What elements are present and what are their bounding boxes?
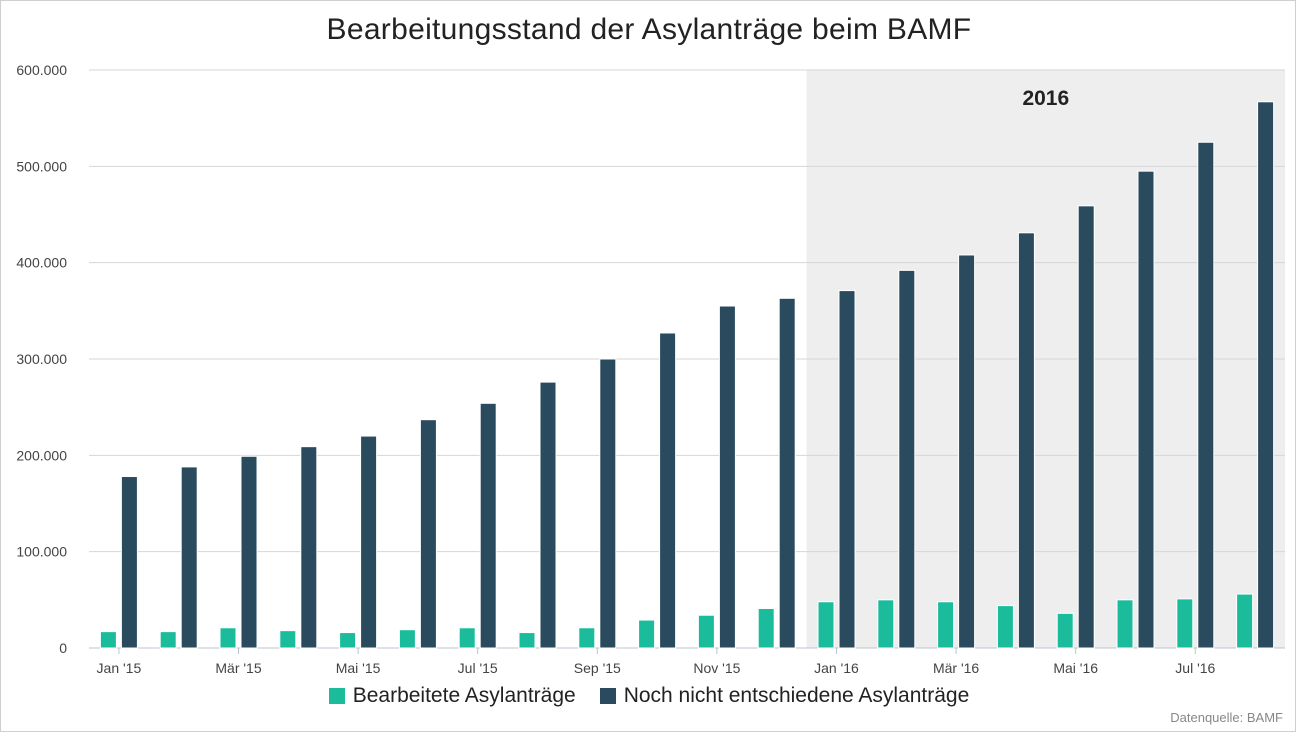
bar-bearbeitet (1116, 599, 1134, 649)
x-tick-label: Mär '16 (933, 660, 979, 676)
bar-bearbeitet (1056, 612, 1074, 649)
bar-bearbeitet (996, 605, 1014, 649)
x-tick-label: Jan '15 (97, 660, 142, 676)
x-tick-label: Sep '15 (574, 660, 621, 676)
x-tick-label: Jan '16 (814, 660, 859, 676)
y-tick-label: 500.000 (16, 158, 67, 174)
bar-offen (120, 476, 138, 649)
x-tick-label: Jul '16 (1175, 660, 1215, 676)
bar-bearbeitet (877, 599, 895, 649)
y-tick-label: 0 (59, 640, 67, 656)
bar-offen (958, 254, 976, 649)
bar-offen (718, 305, 736, 649)
source-note: Datenquelle: BAMF (1170, 710, 1283, 725)
bar-offen (360, 435, 378, 649)
annotation-label-0: 2016 (1022, 87, 1069, 110)
bar-offen (838, 290, 856, 649)
bar-offen (479, 402, 497, 649)
legend-item-offen[interactable]: Noch nicht entschiedene Asylanträge (599, 684, 970, 708)
bar-offen (1017, 232, 1035, 649)
legend-swatch-offen (599, 688, 616, 704)
bar-bearbeitet (638, 619, 656, 649)
bar-bearbeitet (937, 601, 955, 649)
bar-bearbeitet (518, 632, 536, 649)
bar-offen (1197, 141, 1215, 649)
bar-bearbeitet (219, 627, 237, 649)
legend-item-bearbeitet[interactable]: Bearbeitete Asylanträge (328, 684, 576, 708)
y-tick-label: 300.000 (16, 351, 67, 367)
legend-label-offen: Noch nicht entschiedene Asylanträge (623, 684, 970, 707)
bar-bearbeitet (339, 632, 357, 649)
bar-offen (539, 381, 557, 649)
y-tick-label: 200.000 (16, 447, 67, 463)
bar-offen (300, 446, 318, 649)
bar-bearbeitet (458, 627, 476, 649)
bar-offen (659, 332, 677, 649)
bar-offen (1137, 170, 1155, 649)
y-tick-label: 600.000 (16, 62, 67, 78)
bar-bearbeitet (398, 629, 416, 649)
bar-bearbeitet (757, 608, 775, 649)
bar-bearbeitet (697, 614, 715, 649)
x-tick-label: Jul '15 (458, 660, 498, 676)
bar-bearbeitet (99, 631, 117, 649)
bar-bearbeitet (578, 627, 596, 649)
chart-title: Bearbeitungsstand der Asylanträge beim B… (326, 13, 972, 46)
legend-label-bearbeitet: Bearbeitete Asylanträge (352, 684, 576, 707)
bar-bearbeitet (1176, 598, 1194, 649)
bar-bearbeitet (159, 631, 177, 649)
bar-offen (898, 269, 916, 649)
bar-offen (180, 466, 198, 649)
x-tick-label: Mai '15 (336, 660, 381, 676)
x-tick-label: Mai '16 (1053, 660, 1098, 676)
legend-swatch-bearbeitet (328, 688, 345, 704)
x-tick-label: Mär '15 (215, 660, 261, 676)
chart-legend: Bearbeitete Asylanträge Noch nicht entsc… (1, 684, 1296, 708)
bar-offen (1077, 205, 1095, 649)
bar-offen (419, 419, 437, 649)
bar-offen (1257, 101, 1275, 649)
y-tick-label: 100.000 (16, 544, 67, 560)
bar-offen (240, 455, 258, 649)
y-tick-label: 400.000 (16, 255, 67, 271)
bar-bearbeitet (1236, 593, 1254, 649)
x-tick-label: Nov '15 (693, 660, 740, 676)
bar-bearbeitet (279, 630, 297, 649)
bar-offen (599, 358, 617, 649)
bar-bearbeitet (817, 601, 835, 649)
bar-offen (778, 297, 796, 649)
